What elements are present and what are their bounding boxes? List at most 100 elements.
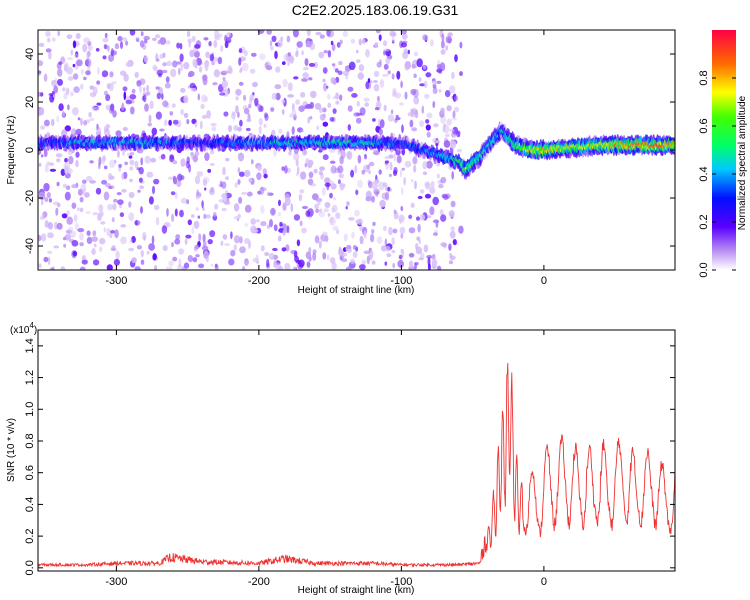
noise-blob bbox=[356, 59, 361, 63]
noise-blob bbox=[400, 205, 404, 212]
noise-blob bbox=[231, 111, 236, 116]
snr-scale-label: (x104) bbox=[10, 321, 37, 336]
x-tick-label: 0 bbox=[541, 576, 547, 588]
noise-blob bbox=[122, 86, 128, 92]
noise-blob bbox=[129, 30, 136, 36]
noise-blob bbox=[38, 60, 44, 67]
noise-blob bbox=[381, 245, 387, 252]
noise-blob bbox=[80, 83, 84, 90]
noise-blob bbox=[41, 213, 44, 218]
noise-blob bbox=[150, 157, 157, 163]
noise-blob bbox=[114, 159, 117, 164]
noise-blob bbox=[298, 193, 303, 202]
noise-blob bbox=[209, 150, 215, 155]
noise-blob bbox=[105, 104, 112, 111]
noise-blob bbox=[220, 240, 224, 246]
noise-blob bbox=[393, 209, 397, 214]
colorbar-label: Normalized spectral amplitude bbox=[737, 95, 748, 230]
noise-blob bbox=[172, 60, 178, 68]
noise-blob bbox=[423, 80, 428, 89]
noise-blob bbox=[96, 102, 102, 106]
noise-blob bbox=[419, 120, 425, 128]
noise-blob bbox=[51, 79, 57, 87]
noise-blob bbox=[128, 212, 135, 222]
noise-blob bbox=[355, 112, 363, 116]
noise-blob bbox=[99, 211, 104, 217]
noise-blob bbox=[38, 234, 42, 242]
noise-blob bbox=[361, 38, 366, 45]
noise-blob bbox=[292, 266, 296, 270]
noise-blob bbox=[136, 245, 143, 250]
noise-blob bbox=[304, 58, 309, 67]
noise-blob bbox=[64, 165, 69, 175]
noise-blob bbox=[85, 210, 91, 215]
noise-blob bbox=[384, 238, 388, 247]
noise-blob bbox=[389, 30, 396, 37]
noise-blob bbox=[77, 117, 81, 121]
noise-blob bbox=[239, 69, 242, 73]
noise-blob bbox=[66, 210, 70, 216]
noise-blob bbox=[403, 48, 408, 55]
noise-blob bbox=[179, 209, 184, 218]
noise-blob bbox=[67, 76, 74, 81]
noise-blob bbox=[263, 173, 268, 179]
noise-blob bbox=[280, 36, 284, 42]
page-title: C2E2.2025.183.06.19.G31 bbox=[291, 2, 459, 18]
noise-blob bbox=[285, 167, 291, 174]
noise-blob bbox=[47, 232, 54, 239]
noise-blob bbox=[407, 49, 410, 55]
noise-blob bbox=[287, 52, 291, 57]
noise-blob bbox=[275, 66, 281, 73]
noise-blob bbox=[296, 263, 299, 268]
noise-blob bbox=[338, 173, 344, 179]
y-tick-label: 1.4 bbox=[24, 338, 36, 353]
noise-blob bbox=[140, 250, 144, 258]
noise-blob bbox=[322, 107, 327, 113]
noise-blob bbox=[40, 125, 46, 130]
noise-blob bbox=[417, 195, 423, 200]
noise-blob bbox=[168, 119, 172, 126]
noise-blob bbox=[302, 66, 309, 71]
noise-blob bbox=[234, 182, 238, 188]
noise-blob bbox=[102, 55, 107, 60]
noise-blob bbox=[365, 81, 372, 90]
noise-blob bbox=[207, 239, 213, 245]
colorbar-tick-label: 0.4 bbox=[698, 166, 710, 181]
noise-blob bbox=[245, 127, 251, 132]
noise-blob bbox=[165, 40, 171, 45]
noise-blob bbox=[88, 111, 92, 118]
noise-blob bbox=[338, 248, 343, 257]
noise-blob bbox=[121, 172, 125, 180]
noise-blob bbox=[301, 227, 307, 234]
noise-blob bbox=[146, 250, 150, 255]
noise-blob bbox=[379, 199, 386, 208]
noise-blob bbox=[43, 256, 49, 263]
noise-blob bbox=[392, 263, 396, 269]
noise-blob bbox=[219, 92, 226, 96]
noise-blob bbox=[112, 203, 117, 211]
noise-blob bbox=[446, 105, 452, 112]
noise-blob bbox=[385, 191, 390, 201]
noise-blob bbox=[287, 82, 293, 91]
noise-blob bbox=[382, 73, 389, 77]
noise-blob bbox=[300, 91, 306, 98]
noise-blob bbox=[81, 259, 88, 265]
noise-blob bbox=[315, 31, 322, 36]
noise-blob bbox=[129, 94, 137, 100]
noise-blob bbox=[62, 183, 68, 188]
noise-blob bbox=[96, 80, 101, 85]
noise-blob bbox=[55, 153, 63, 158]
noise-blob bbox=[226, 32, 232, 38]
noise-blob bbox=[102, 37, 109, 43]
noise-blob bbox=[450, 226, 456, 231]
noise-blob bbox=[410, 88, 417, 96]
noise-blob bbox=[257, 30, 265, 34]
noise-blob bbox=[327, 102, 332, 109]
noise-blob bbox=[268, 252, 275, 261]
noise-blob bbox=[341, 258, 348, 262]
noise-blob bbox=[134, 266, 141, 270]
noise-blob bbox=[238, 196, 243, 204]
noise-blob bbox=[329, 160, 336, 164]
noise-blob bbox=[383, 63, 389, 70]
